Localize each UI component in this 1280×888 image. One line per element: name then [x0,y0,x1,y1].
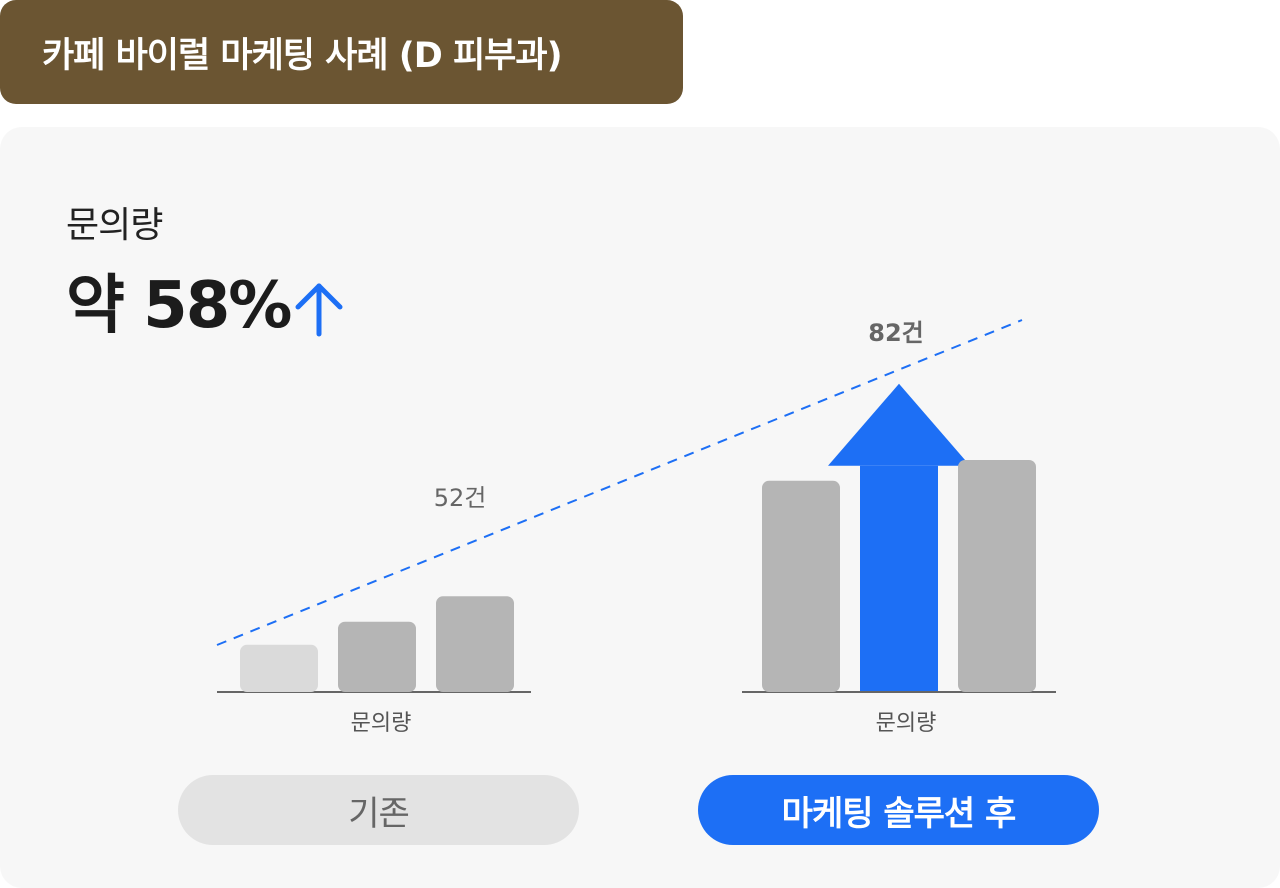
trend-line [216,319,1023,646]
chart-panel [0,127,1280,888]
chart-bar [338,621,416,692]
chart-bar [958,460,1036,692]
chart-bar [240,644,318,692]
page-title: 카페 바이럴 마케팅 사례 (D 피부과) [42,35,563,76]
before-button[interactable]: 기존 [178,775,579,845]
value-label-before: 52건 [434,484,487,512]
chart-bar-arrow-head [828,383,970,466]
chart-bar-arrow-shaft [860,465,938,691]
after-button-label: 마케팅 솔루션 후 [781,793,1017,834]
x-axis-label-before: 문의량 [351,711,412,736]
after-button[interactable]: 마케팅 솔루션 후 [698,775,1099,845]
metric-value: 약 58% [66,269,292,343]
page-title-banner: 카페 바이럴 마케팅 사례 (D 피부과) [0,0,683,104]
x-axis-label-after: 문의량 [876,711,937,736]
value-label-after: 82건 [868,319,923,347]
chart-bar [436,596,514,692]
metric-label: 문의량 [66,205,163,246]
arrow-up-icon [295,283,343,337]
before-button-label: 기존 [348,793,410,834]
chart-bar [762,480,840,692]
